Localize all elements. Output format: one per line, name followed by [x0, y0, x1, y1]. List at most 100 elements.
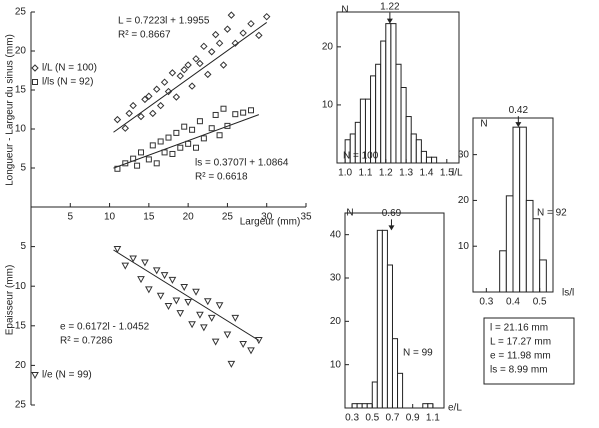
point — [114, 165, 121, 172]
bar — [381, 229, 388, 409]
point — [177, 144, 184, 151]
point — [248, 107, 254, 114]
summary-box — [483, 317, 575, 385]
point — [216, 132, 223, 139]
mode-label: 1.22 — [380, 1, 400, 12]
x-tick-label: 0.3 — [345, 413, 359, 424]
y-tick-label: 15 — [15, 85, 27, 96]
bar — [499, 250, 507, 293]
bar — [532, 218, 541, 293]
point — [180, 283, 189, 292]
bar — [351, 403, 358, 409]
y-tick-label: 25 — [15, 7, 27, 18]
point — [138, 149, 144, 156]
y-tick-label: 5 — [20, 241, 26, 252]
summary-line: l = 21.16 mm — [490, 323, 548, 334]
legend-marker — [31, 372, 39, 380]
point — [203, 298, 212, 306]
mode-label: 0.69 — [382, 208, 402, 219]
annotation: R² = 0.8667 — [118, 30, 171, 41]
n-label: N = 99 — [403, 348, 433, 359]
point — [122, 160, 129, 167]
mode-arrowhead — [386, 18, 393, 24]
x-axis-label: ls/l — [562, 288, 574, 299]
bar — [519, 126, 527, 293]
point — [156, 292, 165, 300]
point — [121, 262, 130, 270]
y-tick-label: 10 — [15, 124, 27, 135]
bar — [512, 126, 521, 293]
y-tick-label: 10 — [458, 241, 470, 252]
bar — [395, 63, 402, 164]
point — [137, 112, 145, 121]
point — [153, 85, 161, 93]
point — [247, 347, 255, 355]
point — [215, 302, 224, 310]
legend-marker — [31, 64, 39, 72]
fit-line — [113, 249, 260, 341]
bar — [425, 156, 433, 164]
point — [149, 109, 157, 118]
y-tick-label: 20 — [458, 195, 470, 206]
bar — [422, 403, 429, 409]
annotation: L = 0.7223l + 1.9955 — [118, 16, 210, 27]
point — [125, 109, 133, 118]
point — [204, 70, 212, 79]
point — [173, 129, 180, 136]
point — [137, 276, 145, 284]
point — [219, 61, 228, 69]
point — [180, 66, 188, 74]
n-label: N = 92 — [537, 208, 567, 219]
point — [240, 109, 247, 116]
point — [239, 341, 247, 349]
y-tick-label: 10 — [330, 359, 342, 370]
point — [156, 101, 165, 110]
point — [141, 95, 149, 104]
point — [145, 92, 153, 100]
point — [231, 39, 239, 47]
y-axis-label: N — [480, 119, 487, 130]
y-tick-label: 20 — [322, 41, 334, 52]
point — [200, 324, 208, 332]
point — [185, 140, 192, 147]
point — [168, 69, 177, 77]
y-axis-label: Longueur - Largeur du sinus (mm) — [5, 34, 16, 186]
point — [153, 160, 160, 167]
bar — [356, 403, 363, 409]
bar — [410, 133, 417, 164]
point — [184, 61, 192, 69]
mode-arrowhead — [515, 122, 522, 128]
x-tick-label: 35 — [300, 212, 312, 223]
bar — [366, 403, 373, 409]
point — [172, 297, 181, 305]
x-tick-label: 1.3 — [399, 168, 413, 179]
bar — [380, 40, 387, 164]
point — [232, 111, 239, 118]
point — [169, 150, 176, 157]
y-axis-label: N — [346, 208, 353, 219]
bar — [385, 23, 392, 164]
point — [113, 115, 122, 124]
point — [231, 314, 240, 322]
point — [157, 138, 164, 145]
y-axis-label: Epaisseur (mm) — [5, 265, 16, 336]
point — [145, 286, 153, 294]
x-tick-label: 1.1 — [426, 413, 440, 424]
bar — [390, 23, 397, 164]
annotation: e = 0.6172l - 1.0452 — [60, 322, 150, 333]
mode-arrowhead — [388, 225, 395, 231]
bar — [539, 259, 547, 293]
bar — [415, 139, 422, 164]
point — [181, 123, 188, 130]
point — [215, 39, 224, 47]
point — [196, 59, 204, 68]
bar — [386, 264, 393, 409]
point — [255, 31, 263, 40]
bar — [431, 156, 438, 164]
x-tick-label: 1.4 — [420, 168, 434, 179]
x-tick-label: 1.0 — [338, 168, 352, 179]
x-tick-label: 20 — [183, 212, 195, 223]
x-axis-label: l/L — [452, 168, 463, 179]
point — [189, 126, 196, 133]
